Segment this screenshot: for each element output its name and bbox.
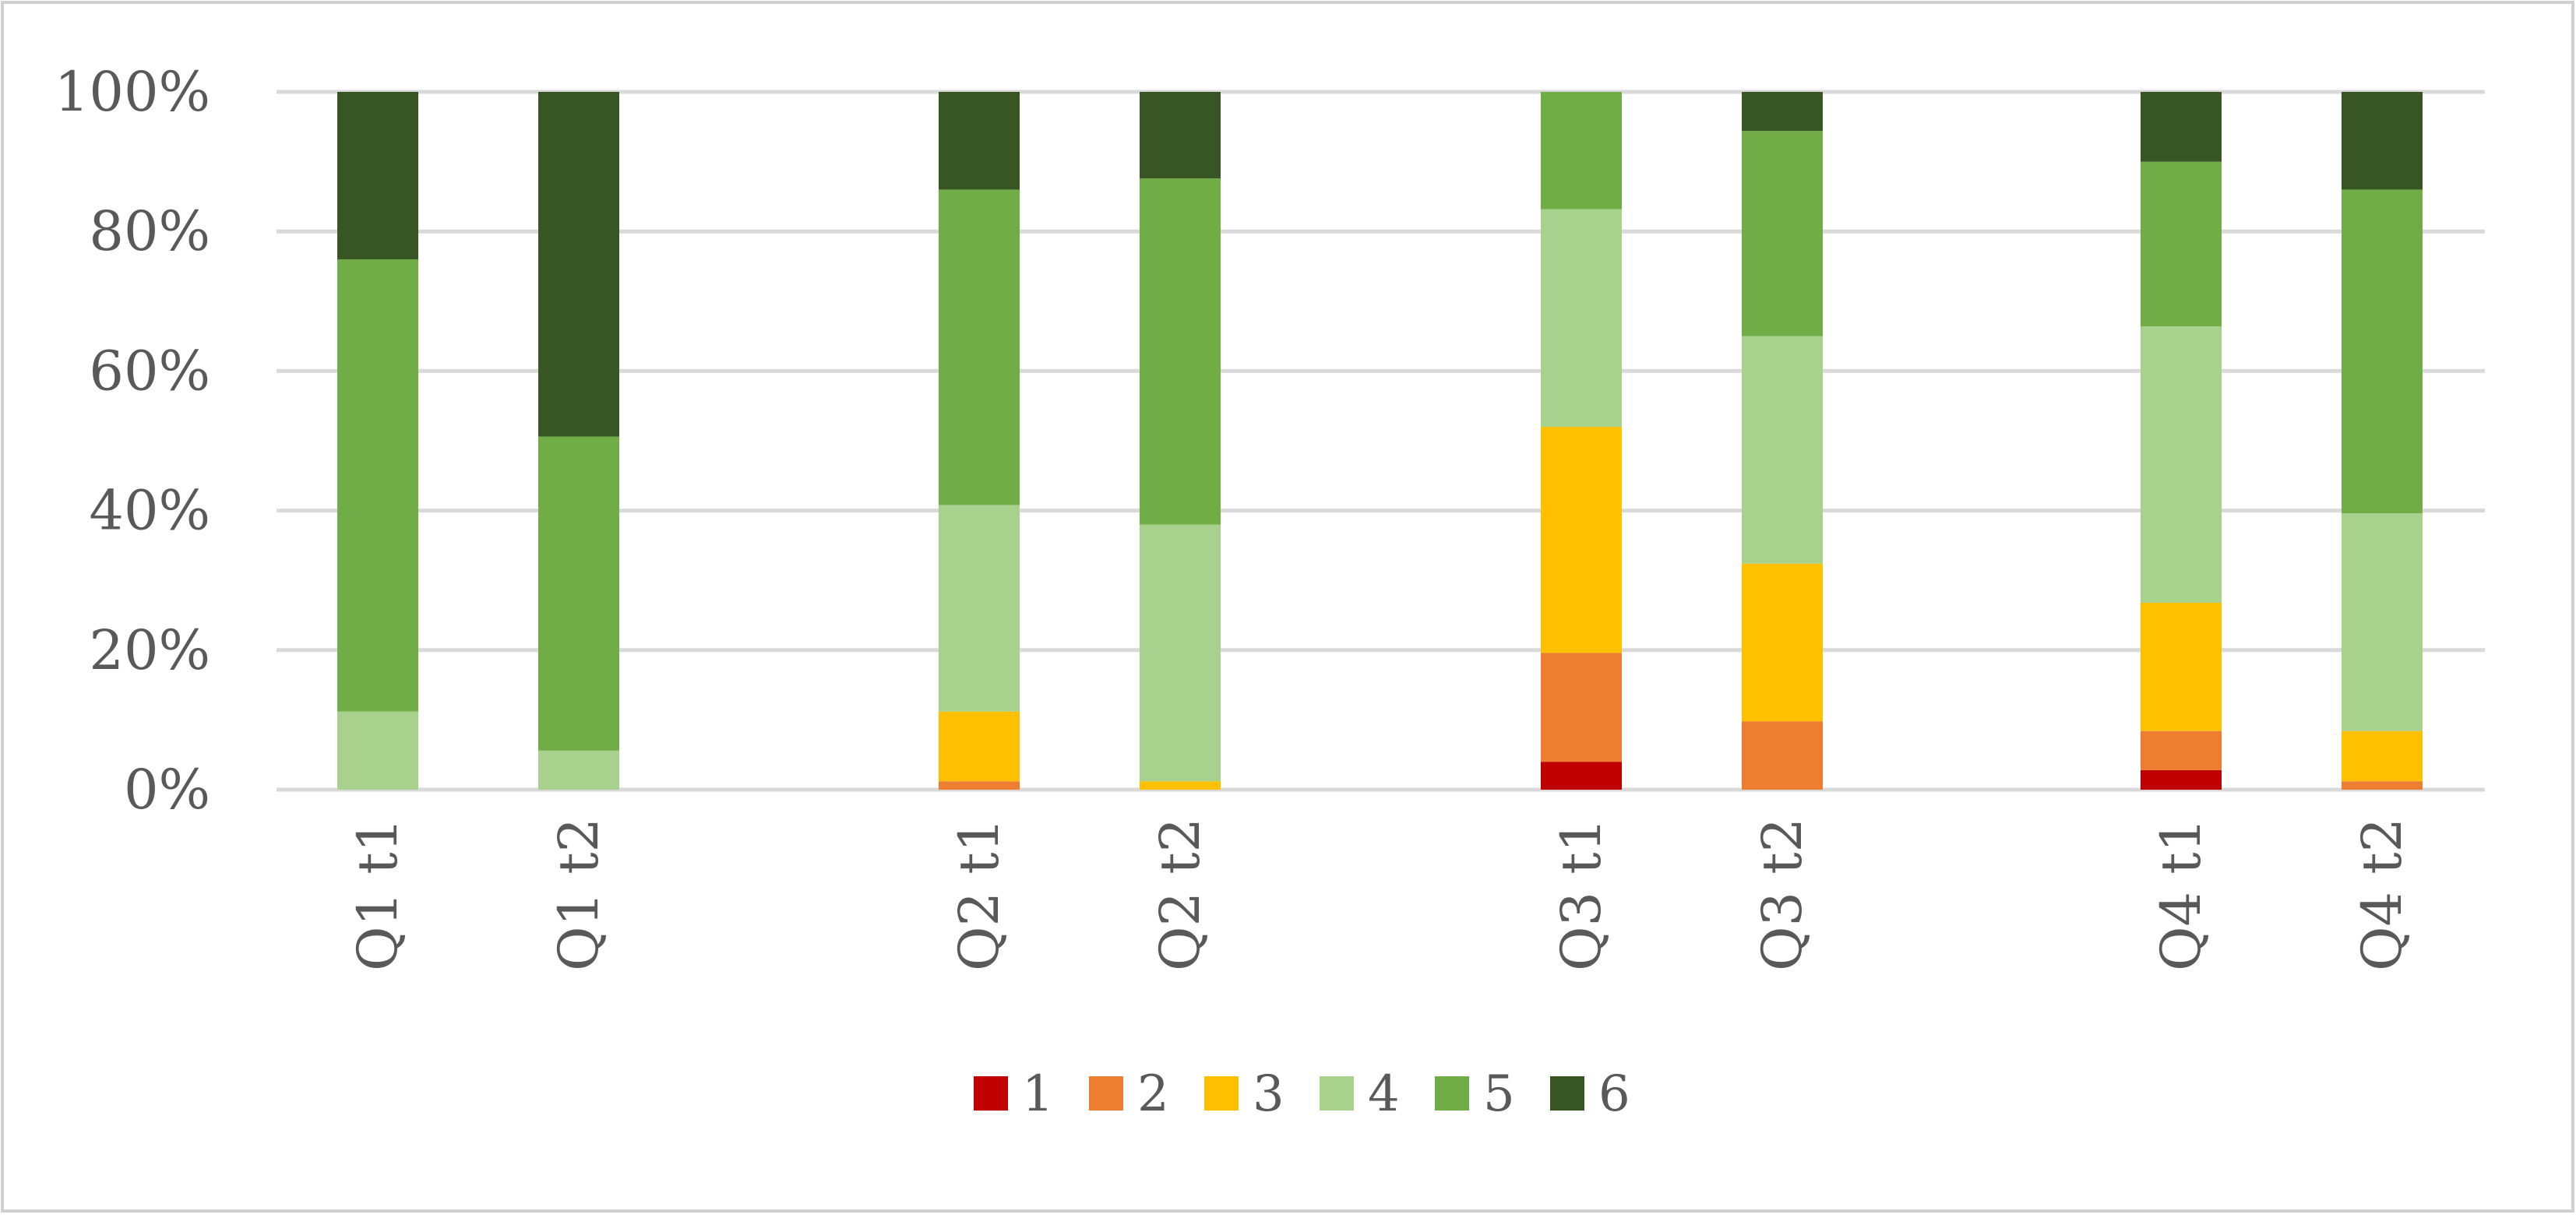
legend-label: 4: [1368, 1065, 1400, 1123]
bar-stack: [337, 92, 418, 790]
bar-segment: [538, 750, 619, 790]
legend-item: 3: [1204, 1065, 1284, 1123]
bar-stack: [1140, 92, 1221, 790]
bar-segment: [939, 92, 1020, 190]
legend-swatch: [974, 1076, 1008, 1111]
bar-segment: [1742, 563, 1823, 722]
legend-item: 6: [1550, 1065, 1630, 1123]
bar-stack: [2141, 92, 2222, 790]
bar-segment: [1742, 131, 1823, 336]
legend-item: 5: [1435, 1065, 1515, 1123]
bar-segment: [337, 259, 418, 712]
legend-label: 5: [1483, 1065, 1515, 1123]
legend-item: 1: [974, 1065, 1054, 1123]
x-tick-label: Q4 t2: [2350, 818, 2414, 971]
y-axis-ticks: 0% 20% 40% 60% 80% 100%: [55, 60, 210, 822]
bar-segment: [1742, 721, 1823, 790]
legend: 1 2 3 4 5 6: [974, 1065, 1630, 1123]
bar-stack: [2342, 92, 2423, 790]
bar-stack: [1742, 92, 1823, 790]
bar-segment: [939, 189, 1020, 505]
x-tick-label: Q3 t1: [1549, 818, 1613, 971]
bar-segment: [2342, 781, 2423, 790]
legend-swatch: [1204, 1076, 1239, 1111]
y-tick-label: 80%: [89, 199, 210, 263]
bar-segment: [538, 436, 619, 751]
bar-segment: [2342, 730, 2423, 782]
bar-segment: [1541, 427, 1622, 653]
legend-swatch: [1320, 1076, 1354, 1111]
legend-label: 6: [1598, 1065, 1630, 1123]
bar-segment: [1140, 178, 1221, 525]
y-tick-label: 0%: [124, 758, 210, 822]
x-tick-label: Q4 t1: [2149, 818, 2213, 971]
legend-swatch: [1550, 1076, 1584, 1111]
bar-segment: [2141, 769, 2222, 790]
x-axis-labels: Q1 t1 Q1 t2 Q2 t1 Q2 t2 Q3 t1 Q3 t2 Q4 t1 Q4 t2: [346, 818, 2414, 971]
bar-segment: [2342, 189, 2423, 514]
bar-segment: [939, 711, 1020, 782]
bar-segment: [1140, 92, 1221, 179]
gridlines: [277, 90, 2485, 792]
bar-segment: [2342, 92, 2423, 190]
x-tick-label: Q1 t1: [346, 818, 410, 971]
bar-stack: [939, 92, 1020, 790]
bar-segment: [939, 505, 1020, 712]
legend-item: 2: [1089, 1065, 1169, 1123]
bar-segment: [1140, 781, 1221, 790]
legend-item: 4: [1320, 1065, 1400, 1123]
bar-segment: [1541, 653, 1622, 762]
bar-segment: [2141, 602, 2222, 731]
legend-label: 1: [1022, 1065, 1054, 1123]
bar-stack: [1541, 92, 1622, 790]
x-tick-label: Q3 t2: [1750, 818, 1814, 971]
bar-segment: [1742, 336, 1823, 564]
bar-segment: [1742, 92, 1823, 132]
bar-segment: [337, 711, 418, 790]
bar-segment: [2141, 92, 2222, 162]
bar-segment: [939, 781, 1020, 790]
y-tick-label: 20%: [89, 618, 210, 682]
y-tick-label: 100%: [55, 60, 210, 124]
y-tick-label: 40%: [89, 479, 210, 543]
bar-segment: [1541, 92, 1622, 209]
bar-segment: [2141, 730, 2222, 770]
x-tick-label: Q2 t2: [1148, 818, 1212, 971]
bar-segment: [2342, 513, 2423, 731]
x-tick-label: Q1 t2: [547, 818, 611, 971]
bar-stack: [538, 92, 619, 790]
legend-swatch: [1089, 1076, 1123, 1111]
y-tick-label: 60%: [89, 339, 210, 403]
bar-segment: [2141, 326, 2222, 603]
bar-segment: [1541, 762, 1622, 790]
bar-segment: [337, 92, 418, 260]
legend-label: 3: [1253, 1065, 1284, 1123]
x-tick-label: Q2 t1: [947, 818, 1011, 971]
bar-segment: [1140, 524, 1221, 782]
legend-swatch: [1435, 1076, 1469, 1111]
bar-segment: [538, 92, 619, 437]
bar-segment: [2141, 161, 2222, 327]
legend-label: 2: [1137, 1065, 1169, 1123]
bar-segment: [1541, 209, 1622, 428]
bars: [337, 92, 2423, 790]
